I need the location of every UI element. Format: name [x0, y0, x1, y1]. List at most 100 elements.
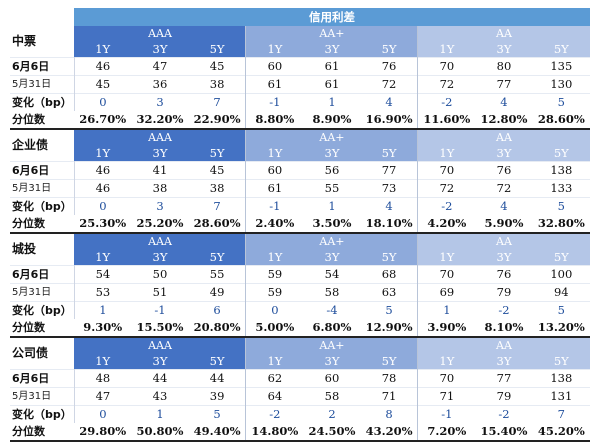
spread-value-cell: 72 [475, 179, 533, 198]
spread-value-cell: 76 [475, 265, 533, 284]
percentile-row: 分位数 25.30% 25.20% 28.60% 2.40% 3.50% 18.10% 4.2… [10, 215, 590, 234]
spread-value-cell: 15.40% [475, 423, 533, 442]
section-name: 企业债 [12, 138, 49, 152]
rating-group-header: AA+ [303, 337, 361, 353]
tenor-header: 5Y [360, 353, 419, 370]
spread-value-cell: 45.20% [532, 423, 590, 442]
rating-group-header [188, 233, 247, 249]
spread-value-cell: 25.20% [131, 215, 189, 234]
spread-value-cell: 4 [475, 197, 533, 215]
spread-value-cell: 3 [131, 93, 189, 111]
spread-value-cell: 70 [417, 369, 476, 388]
spread-value-cell: -2 [475, 405, 533, 423]
rating-group-header [74, 129, 132, 145]
spread-value-cell: 70 [417, 161, 476, 180]
rating-group-header [532, 26, 590, 41]
spread-value-cell: 4 [360, 197, 419, 215]
rating-group-header [245, 337, 304, 353]
spread-value-cell: 1 [417, 301, 476, 319]
rating-group-header [188, 337, 247, 353]
spread-value-cell: -2 [475, 301, 533, 319]
spread-value-cell: -1 [131, 301, 189, 319]
rating-group-header [74, 233, 132, 249]
spread-value-cell: 50.80% [131, 423, 189, 442]
tenor-header: 3Y [475, 353, 533, 370]
section-name: 城投 [12, 242, 37, 256]
spread-value-cell: 1 [74, 301, 132, 319]
spread-value-cell: 58 [303, 387, 361, 406]
spread-value-cell: 5.00% [245, 319, 304, 338]
spread-value-cell: 16.90% [360, 111, 419, 130]
spread-value-cell: 61 [245, 75, 304, 94]
rating-group-header: AAA [131, 337, 189, 353]
rating-group-header [360, 129, 419, 145]
spread-value-cell: 49.40% [188, 423, 247, 442]
spread-value-cell: 8.90% [303, 111, 361, 130]
rating-group-header [188, 26, 247, 41]
section-tenor-row: 1Y 3Y 5Y 1Y 3Y 5Y 1Y 3Y 5Y [10, 353, 590, 370]
tenor-header: 5Y [360, 145, 419, 162]
spread-value-cell: 1 [131, 405, 189, 423]
tenor-header: 1Y [417, 249, 476, 266]
row-label: 变化（bp） [10, 301, 75, 319]
spread-value-cell: 5.90% [475, 215, 533, 234]
tenor-header: 1Y [417, 41, 476, 58]
percentile-row: 分位数 26.70% 32.20% 22.90% 8.80% 8.90% 16.90% 11.… [10, 111, 590, 130]
spread-value-cell: 55 [188, 265, 247, 284]
spread-value-cell: 59 [245, 265, 304, 284]
tenor-header: 3Y [303, 41, 361, 58]
spread-value-cell: 38 [131, 179, 189, 198]
table-row: 6月6日 46 47 45 60 61 76 70 80 135 [10, 57, 590, 76]
spread-value-cell: 138 [532, 161, 590, 180]
section-name: 中票 [12, 34, 37, 48]
spread-value-cell: 3 [131, 197, 189, 215]
spread-value-cell: 63 [360, 283, 419, 302]
spread-value-cell: 71 [360, 387, 419, 406]
table-row: 6月6日 54 50 55 59 54 68 70 76 100 [10, 265, 590, 284]
spread-value-cell: 7.20% [417, 423, 476, 442]
rating-group-header [360, 26, 419, 41]
spread-value-cell: 45 [74, 75, 132, 94]
tenor-header: 5Y [360, 249, 419, 266]
spread-value-cell: 77 [360, 161, 419, 180]
spread-value-cell: 73 [360, 179, 419, 198]
spread-value-cell: 25.30% [74, 215, 132, 234]
tenor-header: 5Y [360, 41, 419, 58]
tenor-header: 3Y [131, 353, 189, 370]
spread-value-cell: 44 [131, 369, 189, 388]
percentile-row: 分位数 9.30% 15.50% 20.80% 5.00% 6.80% 12.90% 3.90… [10, 319, 590, 338]
change-row: 变化（bp） 1 -1 6 0 -4 5 1 -2 5 [10, 301, 590, 319]
tenor-header: 3Y [131, 41, 189, 58]
table-row: 5月31日 53 51 49 59 58 63 69 79 94 [10, 283, 590, 302]
row-label: 5月31日 [10, 283, 75, 302]
tenor-header: 5Y [188, 353, 247, 370]
tenor-header: 3Y [475, 145, 533, 162]
spread-value-cell: 62 [245, 369, 304, 388]
section-group-row: 企业债 AAA AA+ AA [10, 129, 590, 152]
spread-value-cell: 61 [303, 57, 361, 76]
spread-value-cell: 68 [360, 265, 419, 284]
section-tenor-row: 1Y 3Y 5Y 1Y 3Y 5Y 1Y 3Y 5Y [10, 249, 590, 266]
change-row: 变化（bp） 0 3 7 -1 1 4 -2 4 5 [10, 93, 590, 111]
row-label: 5月31日 [10, 179, 75, 198]
spread-value-cell: 5 [532, 197, 590, 215]
spread-value-cell: 71 [417, 387, 476, 406]
table-row: 5月31日 46 38 38 61 55 73 72 72 133 [10, 179, 590, 198]
spread-value-cell: 60 [303, 369, 361, 388]
spread-value-cell: 4.20% [417, 215, 476, 234]
spread-value-cell: 32.80% [532, 215, 590, 234]
table-title-row: 信用利差 [10, 8, 590, 26]
spread-value-cell: 94 [532, 283, 590, 302]
tenor-header: 3Y [303, 145, 361, 162]
spread-value-cell: 48 [74, 369, 132, 388]
section-group-row: 公司债 AAA AA+ AA [10, 337, 590, 360]
spread-value-cell: 32.20% [131, 111, 189, 130]
row-label: 5月31日 [10, 75, 75, 94]
spread-value-cell: 0 [74, 197, 132, 215]
spread-value-cell: 78 [360, 369, 419, 388]
tenor-header: 1Y [245, 353, 304, 370]
spread-value-cell: 0 [74, 405, 132, 423]
rating-group-header: AA+ [303, 129, 361, 145]
spread-value-cell: 72 [360, 75, 419, 94]
rating-group-header [532, 233, 590, 249]
